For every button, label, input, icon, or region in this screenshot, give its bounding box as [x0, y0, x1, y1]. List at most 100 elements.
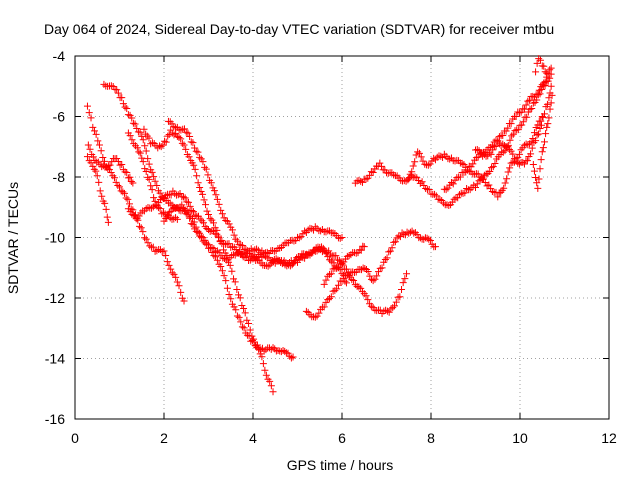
data-point [237, 318, 245, 326]
data-marks [83, 55, 556, 396]
data-point [336, 234, 344, 242]
data-point [473, 146, 481, 154]
data-point [129, 179, 137, 187]
data-point [118, 94, 126, 102]
data-point [178, 139, 186, 147]
data-point [124, 195, 132, 203]
y-tick-label: -10 [45, 230, 65, 246]
data-point [256, 350, 264, 358]
data-point [503, 175, 511, 183]
data-point [213, 195, 221, 203]
data-point [483, 182, 491, 190]
data-point [159, 208, 167, 216]
data-point [188, 215, 196, 223]
data-point [484, 169, 492, 177]
data-point [210, 252, 218, 260]
data-point [450, 195, 458, 203]
data-point [261, 366, 269, 374]
data-point [136, 222, 144, 230]
data-point [192, 147, 200, 155]
data-point [522, 101, 530, 109]
data-point [426, 160, 434, 168]
data-point [418, 178, 426, 186]
x-tick-label: 2 [160, 430, 168, 446]
data-point [222, 217, 230, 225]
data-point [541, 78, 549, 86]
data-point [104, 218, 112, 226]
data-point [149, 243, 157, 251]
data-point [492, 136, 500, 144]
data-point [106, 161, 114, 169]
data-point [535, 130, 543, 138]
data-point [455, 191, 463, 199]
y-tick-label: -8 [53, 169, 66, 185]
data-point [151, 177, 159, 185]
data-point [536, 165, 544, 173]
data-point [472, 154, 480, 162]
data-point [535, 86, 543, 94]
data-point [535, 55, 543, 63]
data-point [142, 147, 150, 155]
data-point [504, 124, 512, 132]
data-point [357, 284, 365, 292]
data-point [173, 215, 181, 223]
data-point [199, 237, 207, 245]
data-point [178, 201, 186, 209]
data-point [532, 68, 540, 76]
data-point [448, 198, 456, 206]
data-point [89, 153, 97, 161]
data-point [141, 165, 149, 173]
data-point [488, 188, 496, 196]
x-tick-label: 6 [338, 430, 346, 446]
data-point [167, 265, 175, 273]
data-point [84, 141, 92, 149]
data-point [175, 133, 183, 141]
data-point [99, 153, 107, 161]
data-point [506, 164, 514, 172]
data-point [218, 267, 226, 275]
data-point [408, 168, 416, 176]
data-point [489, 163, 497, 171]
data-point [518, 121, 526, 129]
data-point [253, 245, 261, 253]
y-tick-label: -16 [45, 411, 65, 427]
data-point [546, 66, 554, 74]
data-point [442, 186, 450, 194]
data-point [545, 114, 553, 122]
data-point [179, 193, 187, 201]
data-point [519, 158, 527, 166]
data-point [236, 294, 244, 302]
data-point [262, 371, 270, 379]
data-point [507, 147, 515, 155]
data-point [301, 254, 309, 262]
data-point [90, 165, 98, 173]
data-point [338, 259, 346, 267]
data-point [132, 211, 140, 219]
data-point [98, 163, 106, 171]
data-point [361, 265, 369, 273]
x-tick-label: 0 [71, 430, 79, 446]
data-point [98, 192, 106, 200]
data-point [515, 150, 523, 158]
data-point [353, 282, 361, 290]
data-point [320, 303, 328, 311]
data-point [540, 110, 548, 118]
data-point [230, 303, 238, 311]
data-point [104, 162, 112, 170]
data-point [127, 177, 135, 185]
data-point [420, 181, 428, 189]
data-point [180, 204, 188, 212]
data-point [529, 99, 537, 107]
data-point [95, 178, 103, 186]
data-point [248, 336, 256, 344]
data-point [474, 153, 482, 161]
data-point [311, 247, 319, 255]
data-point [350, 276, 358, 284]
data-point [196, 229, 204, 237]
data-point [533, 179, 541, 187]
data-point [221, 240, 229, 248]
data-point [324, 253, 332, 261]
data-point [97, 147, 105, 155]
data-point [534, 184, 542, 192]
